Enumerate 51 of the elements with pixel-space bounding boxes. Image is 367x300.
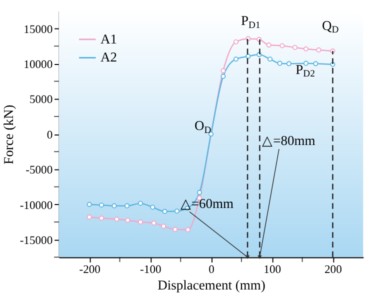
point bbox=[112, 203, 117, 208]
y-axis-title: Force (kN) bbox=[1, 104, 16, 164]
point bbox=[316, 47, 322, 52]
point bbox=[124, 203, 130, 208]
point bbox=[286, 61, 292, 66]
point bbox=[292, 44, 298, 50]
point bbox=[161, 224, 166, 229]
point bbox=[303, 60, 308, 66]
point bbox=[277, 60, 282, 66]
point bbox=[151, 220, 156, 226]
point bbox=[233, 39, 239, 44]
point bbox=[86, 214, 92, 220]
point bbox=[150, 204, 156, 210]
point bbox=[246, 54, 251, 59]
point bbox=[125, 218, 130, 223]
point bbox=[266, 42, 272, 48]
x-tick-label: 100 bbox=[264, 263, 282, 276]
point bbox=[313, 61, 318, 66]
point bbox=[162, 208, 168, 214]
point bbox=[220, 74, 226, 79]
annotation: △=60mm bbox=[180, 196, 234, 211]
point bbox=[280, 43, 285, 48]
point bbox=[268, 56, 273, 62]
point bbox=[174, 208, 180, 214]
point bbox=[114, 216, 120, 222]
point bbox=[185, 227, 190, 232]
y-tick-label: -10000 bbox=[20, 198, 53, 212]
point bbox=[303, 46, 308, 52]
y-tick-label: 15000 bbox=[24, 22, 53, 36]
x-tick-label: -200 bbox=[79, 263, 101, 276]
point bbox=[220, 68, 226, 74]
legend-label: A1 bbox=[100, 31, 117, 46]
y-tick-label: 0 bbox=[46, 128, 53, 142]
point bbox=[138, 200, 143, 206]
legend-label: A2 bbox=[100, 50, 118, 65]
point bbox=[172, 226, 178, 232]
point bbox=[98, 216, 104, 221]
x-axis-title: Displacement (mm) bbox=[158, 278, 266, 293]
y-tick-label: 5000 bbox=[29, 93, 53, 106]
x-tick-label: 200 bbox=[324, 263, 342, 276]
y-tick-label: -5000 bbox=[26, 164, 53, 177]
point bbox=[196, 190, 202, 195]
x-tick-label: 0 bbox=[208, 263, 215, 276]
x-tick-label: -100 bbox=[140, 263, 162, 276]
point bbox=[86, 202, 92, 207]
point bbox=[138, 219, 143, 225]
point bbox=[98, 202, 104, 208]
annotation: △=80mm bbox=[262, 133, 316, 148]
y-tick-label: -15000 bbox=[20, 234, 53, 247]
point bbox=[233, 56, 239, 62]
y-tick-label: 10000 bbox=[24, 58, 53, 72]
